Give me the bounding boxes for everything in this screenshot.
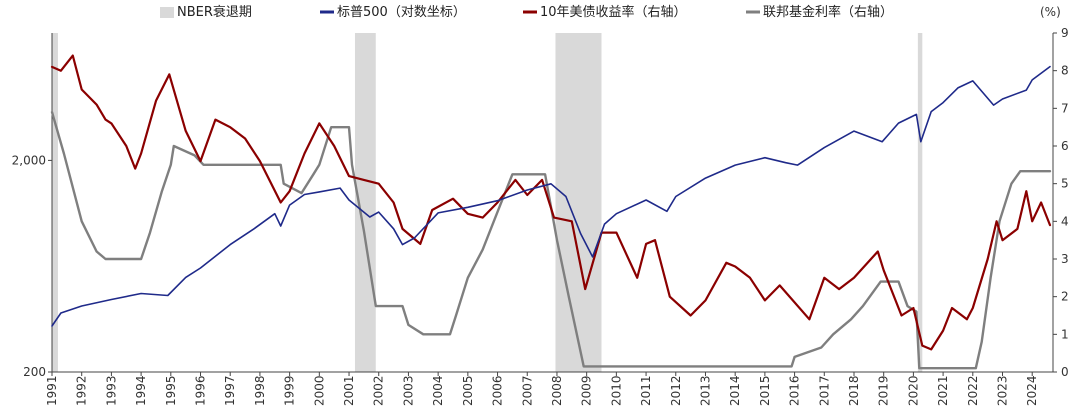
series-lines	[50, 54, 1052, 370]
x-tick-label-2009: 2009	[580, 375, 594, 406]
recession-shading	[52, 33, 923, 372]
recession-band-1	[354, 33, 376, 372]
right-tick-label-6: 6	[1061, 139, 1069, 153]
x-tick-label-2021: 2021	[936, 375, 950, 406]
x-tick-label-2015: 2015	[758, 375, 772, 406]
legend-label-0: NBER衰退期	[177, 4, 252, 20]
x-tick-label-2019: 2019	[877, 375, 891, 406]
x-tick-label-1995: 1995	[164, 375, 178, 406]
right-tick-label-3: 3	[1061, 252, 1069, 266]
right-y-axis-ticks: 0 1 2 3 4 5 6 7 8 9	[1053, 26, 1069, 379]
series-line-2	[50, 110, 1052, 370]
x-tick-label-2018: 2018	[847, 375, 861, 406]
x-tick-label-1991: 1991	[45, 375, 59, 406]
x-tick-label-1994: 1994	[134, 375, 148, 406]
x-tick-label-2013: 2013	[698, 375, 712, 406]
x-tick-label-2017: 2017	[817, 375, 831, 406]
x-tick-label-2014: 2014	[728, 375, 742, 406]
x-tick-label-1992: 1992	[75, 375, 89, 406]
recession-band-2	[555, 33, 602, 372]
x-tick-label-2023: 2023	[996, 375, 1010, 406]
legend: NBER衰退期 标普500（对数坐标） 10年美债收益率（右轴） 联邦基金利率（右轴）	[160, 4, 893, 20]
x-tick-label-2016: 2016	[788, 375, 802, 406]
x-tick-label-2002: 2002	[372, 375, 386, 406]
right-axis-unit-label: (%)	[1040, 5, 1061, 19]
x-tick-label-2004: 2004	[431, 375, 445, 406]
recession-band-3	[917, 33, 923, 372]
x-tick-label-2010: 2010	[609, 375, 623, 406]
right-tick-label-4: 4	[1061, 214, 1069, 228]
x-axis-ticks: 1991 1992 1993 1994 1995 1996 1997 1998 1999 2000…	[45, 372, 1039, 406]
x-tick-label-2024: 2024	[1025, 375, 1039, 406]
series-line-0	[51, 65, 1051, 327]
x-tick-label-1999: 1999	[283, 375, 297, 406]
right-tick-label-7: 7	[1061, 101, 1069, 115]
x-tick-label-2000: 2000	[312, 375, 326, 406]
x-tick-label-1997: 1997	[223, 375, 237, 406]
x-tick-label-1993: 1993	[104, 375, 118, 406]
left-y-axis-ticks: 200 2,000	[12, 153, 52, 379]
legend-label-1: 标普500（对数坐标）	[337, 5, 466, 20]
recession-band-0	[52, 33, 58, 372]
right-tick-label-8: 8	[1061, 64, 1069, 78]
x-tick-label-2007: 2007	[520, 375, 534, 406]
right-tick-label-1: 1	[1061, 327, 1069, 341]
right-tick-label-2: 2	[1061, 290, 1069, 304]
legend-label-3: 联邦基金利率（右轴）	[763, 4, 893, 20]
legend-label-2: 10年美债收益率（右轴）	[540, 4, 687, 20]
axes	[51, 33, 1054, 373]
series-line-1	[50, 54, 1052, 351]
x-tick-label-1998: 1998	[253, 375, 267, 406]
x-tick-label-2012: 2012	[669, 375, 683, 406]
x-tick-label-2005: 2005	[461, 375, 475, 406]
x-tick-label-2001: 2001	[342, 375, 356, 406]
right-tick-label-5: 5	[1061, 177, 1069, 191]
x-tick-label-2003: 2003	[401, 375, 415, 406]
left-tick-label-1: 2,000	[12, 153, 46, 167]
x-tick-label-2006: 2006	[491, 375, 505, 406]
x-tick-label-2022: 2022	[966, 375, 980, 406]
x-tick-label-2020: 2020	[906, 375, 920, 406]
right-tick-label-9: 9	[1061, 26, 1069, 40]
x-tick-label-1996: 1996	[194, 375, 208, 406]
right-tick-label-0: 0	[1061, 365, 1069, 379]
x-tick-label-2011: 2011	[639, 375, 653, 406]
legend-swatch-0	[160, 7, 174, 18]
left-tick-label-0: 200	[23, 365, 46, 379]
x-tick-label-2008: 2008	[550, 375, 564, 406]
